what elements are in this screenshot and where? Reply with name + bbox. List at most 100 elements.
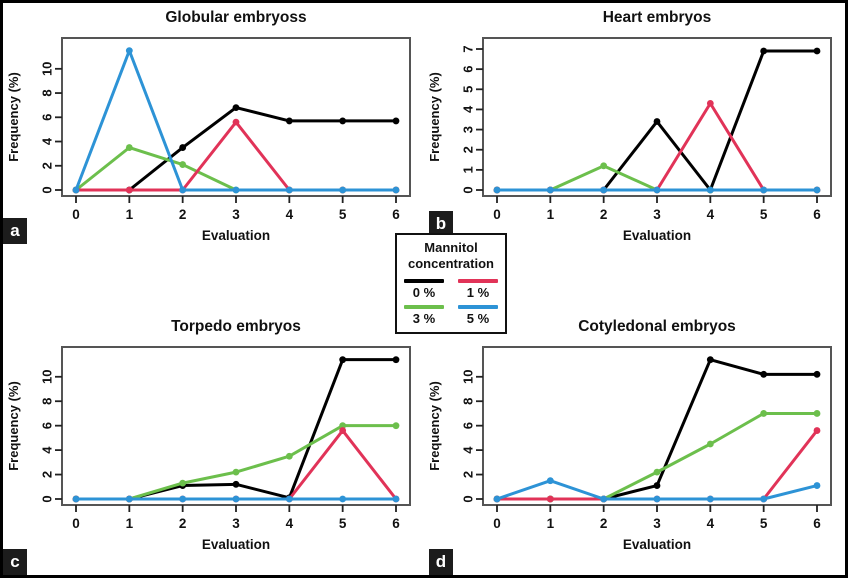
x-tick-label: 0 — [72, 516, 80, 531]
data-point — [72, 495, 80, 503]
y-axis-label: Frequency (%) — [6, 72, 21, 162]
legend-label-5pct: 5 % — [466, 311, 490, 327]
data-point — [285, 495, 293, 503]
x-axis-label: Evaluation — [202, 537, 270, 552]
data-point — [813, 186, 821, 194]
series-line-0% — [495, 358, 819, 501]
data-point — [392, 186, 400, 194]
x-tick-label: 3 — [653, 516, 661, 531]
plot-box — [482, 37, 832, 197]
panel-letter-b: b — [429, 211, 453, 237]
legend-title: Mannitol concentration — [401, 240, 501, 271]
x-tick-label: 3 — [653, 207, 661, 222]
data-point — [339, 427, 347, 434]
data-point — [179, 144, 187, 151]
x-tick-label: 4 — [286, 516, 294, 531]
panel-letter-c: c — [3, 549, 27, 575]
chart-title: Globular embryoss — [165, 9, 306, 26]
data-point — [760, 186, 768, 194]
data-point — [339, 495, 347, 503]
data-point — [653, 186, 661, 194]
data-point — [179, 186, 187, 194]
series-line-1% — [74, 429, 398, 501]
x-tick-label: 3 — [232, 516, 240, 531]
data-point — [653, 482, 661, 489]
data-point — [813, 410, 821, 417]
legend-mannitol-concentration: Mannitol concentration 0 % 1 % 3 % 5 % — [395, 233, 507, 335]
x-axis-label: Evaluation — [623, 228, 691, 243]
y-tick-label: 4 — [461, 446, 476, 454]
data-point — [285, 186, 293, 194]
x-tick-label: 0 — [493, 516, 501, 531]
data-point — [392, 422, 400, 430]
y-tick-label: 4 — [40, 137, 55, 145]
legend-label-1pct: 1 % — [466, 285, 490, 301]
y-tick-label: 4 — [461, 105, 476, 113]
data-point — [546, 186, 554, 194]
data-point — [653, 118, 661, 125]
data-point — [760, 47, 768, 55]
y-tick-label: 7 — [461, 45, 476, 52]
data-point — [392, 356, 400, 364]
data-point — [706, 186, 714, 194]
y-tick-label: 10 — [40, 370, 55, 384]
data-point — [493, 495, 501, 503]
data-point — [232, 495, 240, 503]
y-tick-label: 0 — [461, 495, 476, 502]
chart-panel-globular: Globular embryoss Frequency (%) 0 2 4 6 8 10 0 1 2… — [6, 9, 411, 243]
data-point — [232, 104, 240, 111]
chart-panel-cotyledonal: Cotyledonal embryos Frequency (%) 0 2 4 6 8 10 0… — [427, 318, 832, 552]
x-tick-label: 1 — [547, 516, 555, 531]
x-tick-label: 1 — [126, 207, 134, 222]
x-tick-label: 2 — [600, 207, 608, 222]
data-point — [125, 144, 133, 151]
y-tick-label: 6 — [40, 422, 55, 429]
plot-box — [61, 37, 411, 197]
data-point — [706, 440, 714, 448]
legend-label-0pct: 0 % — [412, 285, 436, 301]
x-tick-label: 5 — [760, 207, 768, 222]
x-axis-label: Evaluation — [623, 537, 691, 552]
x-tick-label: 2 — [600, 516, 608, 531]
data-point — [285, 452, 293, 460]
series-line-3% — [495, 164, 819, 192]
y-tick-label: 0 — [40, 495, 55, 502]
y-tick-label: 0 — [461, 186, 476, 193]
y-axis-label: Frequency (%) — [6, 381, 21, 471]
data-point — [339, 356, 347, 364]
y-tick-label: 6 — [461, 422, 476, 429]
data-point — [392, 117, 400, 125]
data-point — [813, 482, 821, 489]
y-tick-label: 2 — [40, 471, 55, 478]
series-line-0% — [74, 358, 398, 501]
x-tick-label: 6 — [392, 516, 400, 531]
legend-line-swatch-1pct — [458, 279, 498, 284]
data-point — [339, 186, 347, 194]
data-point — [813, 47, 821, 55]
panel-letter-d: d — [429, 549, 453, 575]
legend-entry-5pct: 5 % — [455, 300, 501, 326]
data-point — [760, 410, 768, 417]
legend-line-swatch-0pct — [404, 279, 444, 284]
data-point — [232, 468, 240, 476]
series-line-1% — [74, 120, 398, 192]
chart-title: Torpedo embryos — [171, 318, 301, 335]
x-tick-label: 5 — [339, 516, 347, 531]
legend-entry-3pct: 3 % — [401, 300, 447, 326]
legend-title-line1: Mannitol — [424, 240, 478, 255]
data-point — [546, 477, 554, 485]
data-point — [706, 99, 714, 107]
data-point — [493, 186, 501, 194]
x-tick-label: 6 — [813, 516, 821, 531]
data-point — [125, 47, 133, 55]
legend-entry-1pct: 1 % — [455, 274, 501, 300]
data-point — [179, 161, 187, 168]
y-axis-label: Frequency (%) — [427, 381, 442, 471]
series-line-1% — [495, 101, 819, 192]
panel-letter-a: a — [3, 218, 27, 244]
y-tick-label: 8 — [40, 398, 55, 405]
data-point — [392, 495, 400, 503]
x-tick-label: 6 — [392, 207, 400, 222]
x-tick-label: 4 — [707, 516, 715, 531]
